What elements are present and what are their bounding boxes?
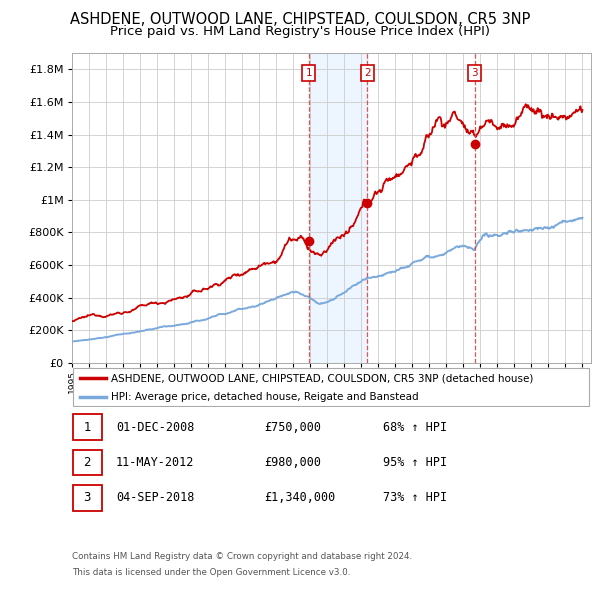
Text: 01-DEC-2008: 01-DEC-2008 [116,421,194,434]
Text: 04-SEP-2018: 04-SEP-2018 [116,491,194,504]
Bar [309,53,367,363]
Text: Contains HM Land Registry data © Crown copyright and database right 2024.: Contains HM Land Registry data © Crown c… [72,552,412,560]
FancyBboxPatch shape [73,450,101,476]
Text: £980,000: £980,000 [264,456,321,469]
FancyBboxPatch shape [73,368,589,406]
Text: ASHDENE, OUTWOOD LANE, CHIPSTEAD, COULSDON, CR5 3NP (detached house): ASHDENE, OUTWOOD LANE, CHIPSTEAD, COULSD… [111,373,533,384]
Text: 3: 3 [83,491,91,504]
Text: £1,340,000: £1,340,000 [264,491,335,504]
Text: 11-MAY-2012: 11-MAY-2012 [116,456,194,469]
Text: 2: 2 [364,68,371,78]
Text: ASHDENE, OUTWOOD LANE, CHIPSTEAD, COULSDON, CR5 3NP: ASHDENE, OUTWOOD LANE, CHIPSTEAD, COULSD… [70,12,530,27]
FancyBboxPatch shape [73,485,101,511]
Text: 73% ↑ HPI: 73% ↑ HPI [383,491,448,504]
Text: 1: 1 [83,421,91,434]
Text: 2: 2 [83,456,91,469]
Text: 68% ↑ HPI: 68% ↑ HPI [383,421,448,434]
Text: HPI: Average price, detached house, Reigate and Banstead: HPI: Average price, detached house, Reig… [111,392,419,402]
Text: Price paid vs. HM Land Registry's House Price Index (HPI): Price paid vs. HM Land Registry's House … [110,25,490,38]
Text: 1: 1 [305,68,312,78]
Text: This data is licensed under the Open Government Licence v3.0.: This data is licensed under the Open Gov… [72,568,350,577]
Text: £750,000: £750,000 [264,421,321,434]
Text: 95% ↑ HPI: 95% ↑ HPI [383,456,448,469]
Text: 3: 3 [472,68,478,78]
FancyBboxPatch shape [73,414,101,440]
